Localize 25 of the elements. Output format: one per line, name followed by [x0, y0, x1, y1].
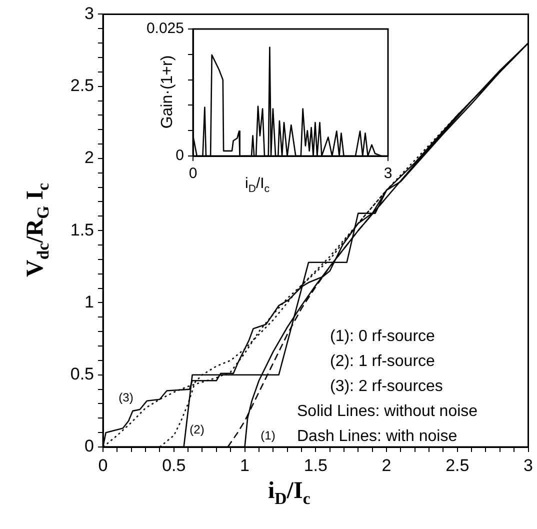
x-tick-label: 2 [382, 456, 392, 475]
y-tick-label: 2.5 [70, 76, 94, 96]
series-label: (1) [260, 428, 276, 442]
x-tick-label: 1.5 [304, 456, 328, 475]
x-tick-label: 1 [240, 456, 250, 475]
annotation: Dash Lines: with noise [297, 428, 458, 446]
y-tick-label: 1 [84, 292, 94, 312]
y-tick-label: 3 [84, 4, 94, 23]
annotation: (2): 1 rf-source [330, 353, 435, 371]
x-tick-label: 2.5 [446, 456, 470, 475]
y-tick-label: 0 [84, 436, 94, 456]
x-tick-label: 3 [524, 456, 534, 475]
y-tick-label: 2 [84, 148, 94, 168]
x-axis-title: i$_{D}$/I$_{c}$ [245, 175, 270, 195]
x-axis-title: i$_{D}$/I$_{c}$ [268, 478, 310, 509]
x-tick-label: 0 [98, 456, 108, 475]
series-label: (2) [190, 422, 204, 436]
annotation: Solid Lines: without noise [297, 403, 478, 421]
y-axis-title: Gain·(1+r) [159, 55, 177, 129]
annotation: (3): 2 rf-sources [330, 378, 443, 396]
series-label: (3) [118, 390, 134, 404]
y-tick-label: 1.5 [70, 220, 94, 240]
annotation: (1): 0 rf-source [330, 328, 435, 346]
y-tick-label: 0.025 [146, 20, 184, 38]
y-tick-label: 0.5 [70, 364, 94, 384]
